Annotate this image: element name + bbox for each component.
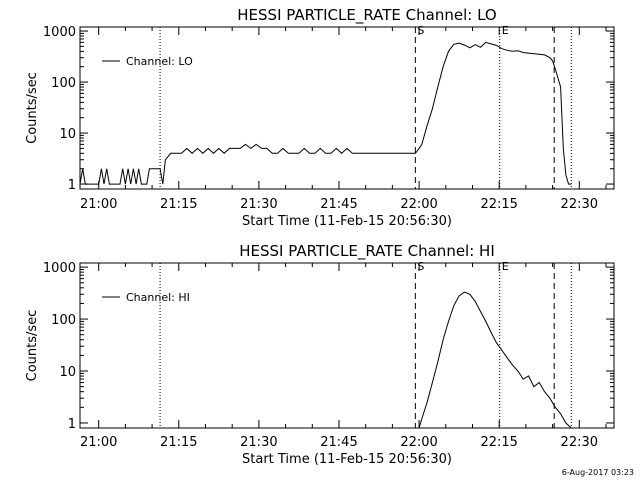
series-line: [418, 291, 572, 428]
x-tick-label: 21:00: [80, 435, 117, 450]
x-tick-label: 21:30: [240, 197, 277, 212]
legend-label: Channel: LO: [126, 55, 193, 68]
x-tick-label: 21:45: [320, 197, 357, 212]
chart-panel-1: HESSI PARTICLE_RATE Channel: LO 1 10 100 100…: [25, 6, 615, 229]
x-tick-label: 22:15: [480, 435, 517, 450]
x-tick-label: 22:30: [561, 435, 598, 450]
chart-panel-2: HESSI PARTICLE_RATE Channel: HI 1 10 100 100…: [25, 242, 615, 467]
timestamp-label: 6-Aug-2017 03:23: [561, 468, 634, 477]
x-tick-label: 21:15: [160, 435, 197, 450]
event-marker-label: S: [417, 24, 424, 37]
y-tick-label: 1: [68, 178, 76, 193]
y-tick-label: 1000: [43, 261, 76, 276]
event-marker-label: S: [417, 260, 424, 273]
x-tick-label: 22:00: [400, 197, 437, 212]
y-tick-label: 100: [51, 313, 76, 328]
y-axis-label: Counts/sec: [25, 310, 40, 382]
y-tick-label: 10: [59, 127, 76, 142]
x-tick-label: 21:30: [240, 435, 277, 450]
series-line: [80, 41, 572, 185]
x-tick-label: 22:15: [480, 197, 517, 212]
plot-frame: [79, 26, 615, 190]
chart-title: HESSI PARTICLE_RATE Channel: HI: [239, 242, 495, 261]
event-marker-label: E: [502, 24, 509, 37]
y-tick-label: 1: [68, 417, 76, 432]
x-tick-label: 22:30: [561, 197, 598, 212]
x-axis-label: Start Time (11-Feb-15 20:56:30): [242, 214, 452, 229]
x-tick-label: 22:00: [400, 435, 437, 450]
plot-frame: [79, 262, 615, 429]
x-tick-label: 21:15: [160, 197, 197, 212]
x-tick-label: 21:00: [80, 197, 117, 212]
x-tick-label: 21:45: [320, 435, 357, 450]
x-axis-label: Start Time (11-Feb-15 20:56:30): [242, 452, 452, 467]
y-tick-label: 100: [51, 76, 76, 91]
y-tick-label: 1000: [43, 25, 76, 40]
event-marker-label: E: [502, 260, 509, 273]
y-tick-label: 10: [59, 365, 76, 380]
y-axis-label: Counts/sec: [25, 72, 40, 144]
chart-title: HESSI PARTICLE_RATE Channel: LO: [237, 6, 496, 25]
legend-label: Channel: HI: [126, 291, 190, 304]
